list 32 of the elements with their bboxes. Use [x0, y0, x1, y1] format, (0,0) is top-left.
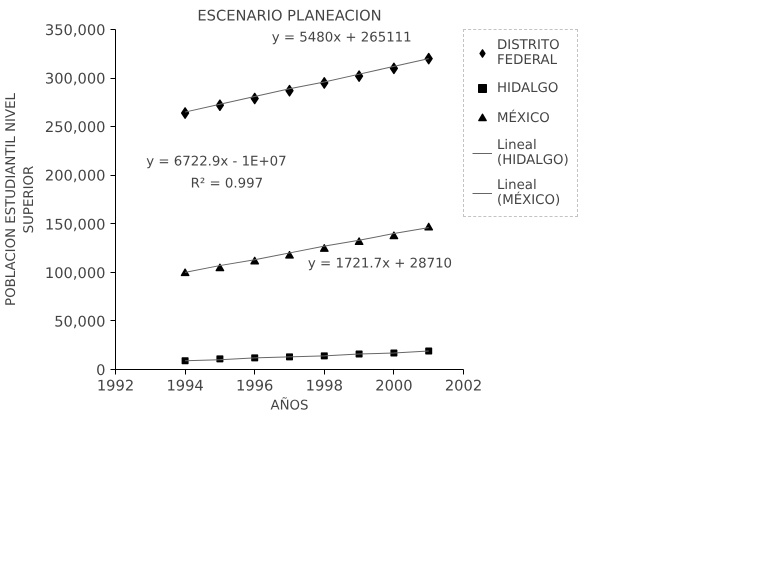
y-tick-label: 100,000: [44, 264, 106, 282]
x-tick-label: 2000: [375, 378, 413, 394]
point: [180, 107, 190, 120]
chart-title: ESCENARIO PLANEACION: [197, 8, 382, 24]
y-tick-label: 300,000: [44, 70, 106, 88]
y-tick-label: 200,000: [44, 168, 106, 185]
x-tick-label: 1998: [306, 378, 343, 394]
point: [215, 263, 224, 272]
legend-label: HIDALGO: [497, 80, 558, 96]
annotation: y = 1721.7x + 28710: [308, 256, 452, 272]
y-tick-label: 350,000: [44, 22, 106, 39]
point: [320, 244, 329, 252]
point: [180, 268, 190, 276]
x-axis-title: AÑOS: [270, 396, 309, 414]
y-axis-title: POBLACION ESTUDIANTIL NIVEL SUPERIOR: [4, 92, 37, 306]
y-tick-label: 250,000: [44, 119, 106, 136]
y-tick-label: 0: [96, 362, 106, 379]
x-tick-label: 1996: [236, 378, 274, 394]
legend-label: MÉXICO: [497, 110, 550, 126]
x-tick-label: 2002: [444, 378, 482, 394]
y-tick-label: 50,000: [54, 313, 106, 330]
y-tick-label: 150,000: [44, 216, 106, 234]
point: [425, 348, 432, 355]
x-tick-label: 1994: [166, 378, 204, 394]
legend-label: Lineal (MÉXICO): [497, 178, 560, 208]
point: [182, 357, 189, 364]
annotation: y = 6722.9x - 1E+07: [146, 154, 287, 170]
legend-label: DISTRITO FEDERAL: [497, 38, 560, 68]
annotation: R² = 0.997: [190, 176, 264, 192]
annotation: y = 5480x + 265111: [272, 30, 412, 46]
legend-label: Lineal (HIDALGO): [497, 138, 569, 168]
x-tick-label: 1992: [96, 378, 134, 394]
